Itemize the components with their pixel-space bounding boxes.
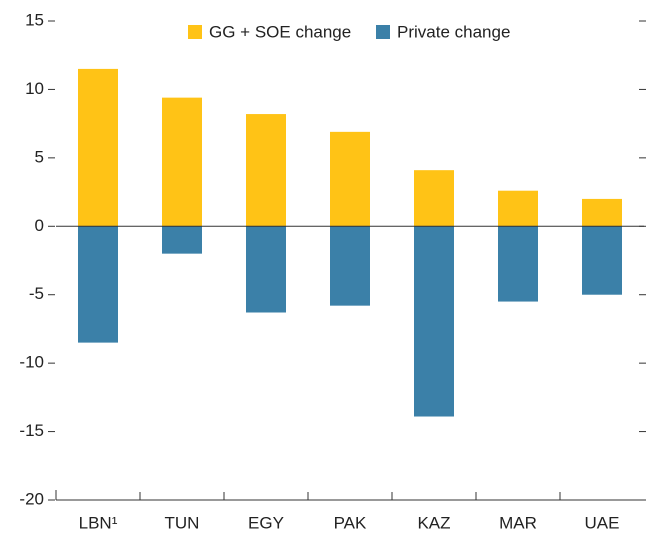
bar: [330, 226, 370, 306]
bar: [414, 170, 454, 227]
x-tick-label: MAR: [499, 513, 537, 532]
y-tick-label: -10: [19, 353, 44, 372]
bar: [162, 226, 202, 254]
bar: [582, 226, 622, 295]
legend-label: Private change: [397, 22, 510, 41]
bar: [246, 226, 286, 313]
bar: [330, 131, 370, 227]
legend-label: GG + SOE change: [209, 22, 351, 41]
x-tick-label: TUN: [165, 513, 200, 532]
bar: [498, 190, 538, 227]
x-tick-label: LBN¹: [79, 513, 118, 532]
y-tick-label: -15: [19, 421, 44, 440]
bar: [414, 226, 454, 417]
legend-swatch: [376, 25, 390, 39]
y-tick-label: 15: [25, 10, 44, 29]
legend-swatch: [188, 25, 202, 39]
bar: [246, 114, 286, 227]
x-tick-label: UAE: [585, 513, 620, 532]
bar: [78, 226, 118, 343]
x-tick-label: EGY: [248, 513, 284, 532]
y-tick-label: -20: [19, 489, 44, 508]
x-tick-label: KAZ: [417, 513, 450, 532]
y-tick-label: 10: [25, 79, 44, 98]
y-tick-label: 5: [35, 147, 44, 166]
bar: [582, 198, 622, 227]
bar: [162, 97, 202, 227]
y-tick-label: 0: [35, 216, 44, 235]
y-tick-label: -5: [29, 284, 44, 303]
bar: [78, 68, 118, 227]
x-tick-label: PAK: [334, 513, 367, 532]
bar: [498, 226, 538, 302]
